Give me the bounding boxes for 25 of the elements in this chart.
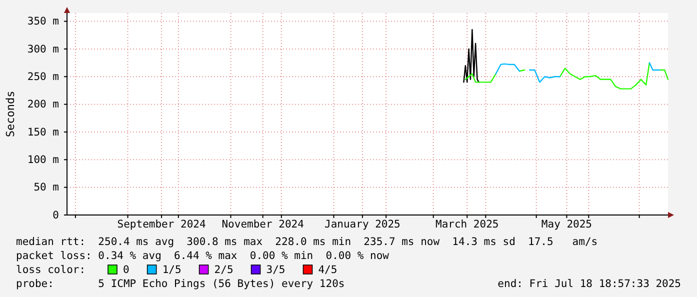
legend-label: 4/5	[318, 264, 338, 276]
y-axis-title: Seconds	[4, 90, 17, 138]
legend-label: 0	[123, 264, 130, 276]
x-tick-label: May 2025	[541, 218, 592, 230]
x-tick-label: March 2025	[435, 218, 499, 230]
legend-title: loss color:	[16, 264, 86, 276]
y-tick-label: 200 m	[27, 98, 59, 111]
text: packet loss: 0.34 % avg 6.44 % max 0.00 % min 0.00 % now	[16, 250, 390, 262]
y-tick-label: 50 m	[34, 182, 59, 194]
x-tick-label: September 2024	[117, 218, 206, 230]
legend-label: 3/5	[266, 264, 286, 276]
legend-label: 2/5	[214, 264, 234, 276]
y-tick-label: 0	[52, 209, 59, 222]
y-tick-label: 350 m	[27, 16, 59, 28]
text: end: Fri Jul 18 18:57:33 2025	[498, 278, 681, 290]
y-tick-label: 250 m	[27, 71, 59, 84]
y-tick-label: 100 m	[27, 154, 59, 166]
x-tick-label: November 2024	[222, 218, 304, 230]
legend-label: 1/5	[162, 264, 182, 276]
line-series	[463, 29, 480, 83]
y-tick-label: 150 m	[27, 126, 59, 138]
text: median rtt: 250.4 ms avg 300.8 ms max 228.0 ms min 235.7 ms now 14.3 ms sd 17.5 am/s	[16, 236, 598, 248]
y-tick-label: 300 m	[27, 43, 59, 56]
x-tick-label: January 2025	[324, 218, 400, 230]
text: probe: 5 ICMP Echo Pings (56 Bytes) every 120s	[16, 278, 345, 290]
